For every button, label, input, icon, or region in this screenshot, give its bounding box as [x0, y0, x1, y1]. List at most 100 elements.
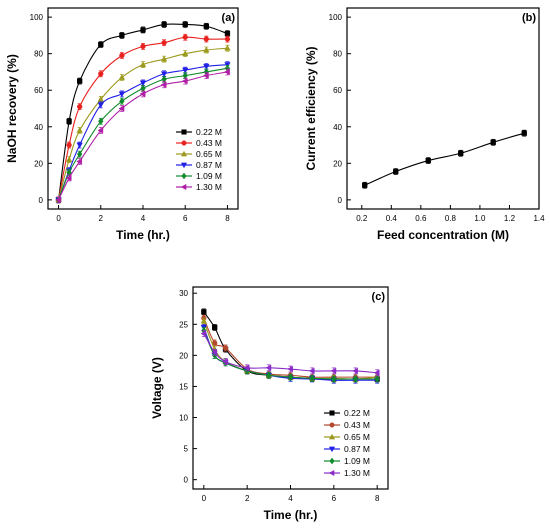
- series-line: [58, 67, 228, 201]
- data-point: [139, 61, 147, 68]
- data-point: [331, 375, 337, 383]
- data-point: [352, 375, 359, 383]
- data-point: [119, 97, 125, 105]
- series-1-30-M: [200, 330, 380, 377]
- data-point: [98, 71, 104, 77]
- legend-label: 0.87 M: [196, 160, 222, 170]
- data-point: [161, 21, 167, 28]
- series-line: [364, 132, 525, 186]
- legend-label: 0.87 M: [344, 444, 370, 454]
- data-point: [203, 23, 209, 29]
- data-point: [160, 81, 167, 88]
- data-point: [66, 142, 72, 148]
- legend-label: 0.65 M: [344, 432, 370, 442]
- legend-marker: [181, 172, 187, 180]
- legend-marker: [328, 446, 336, 453]
- data-point: [458, 150, 464, 156]
- data-point: [76, 127, 83, 133]
- y-tick-label: 0: [39, 196, 44, 205]
- y-tick-label: 60: [333, 86, 342, 95]
- data-point: [182, 67, 189, 74]
- data-point: [352, 367, 358, 375]
- data-point: [161, 40, 167, 46]
- data-point: [203, 64, 210, 70]
- data-point: [118, 91, 126, 98]
- legend-label: 1.09 M: [344, 456, 370, 466]
- y-tick-label: 25: [179, 320, 188, 329]
- data-point: [181, 77, 188, 85]
- data-point: [200, 317, 208, 324]
- series-0-43-M: [55, 33, 231, 204]
- series-line: [58, 71, 228, 201]
- data-point: [97, 127, 104, 134]
- panel-label: (c): [372, 291, 386, 303]
- data-point: [287, 373, 294, 381]
- data-point: [224, 30, 231, 37]
- data-point: [119, 52, 125, 59]
- plot-frame: [346, 7, 540, 210]
- data-point: [139, 80, 147, 87]
- data-point: [77, 104, 83, 110]
- data-point: [140, 27, 146, 33]
- y-tick-label: 80: [34, 50, 43, 59]
- data-point: [98, 41, 104, 48]
- chart-panel-b: 0.2 0.4 0.6 0.8 1.0 1.2 1.4 0 20 40 60 80 100 Feed co…: [304, 7, 545, 242]
- data-point: [97, 102, 104, 109]
- x-tick-label: 4: [288, 494, 293, 503]
- data-point: [266, 371, 272, 379]
- legend-marker: [181, 129, 187, 135]
- legend-marker: [329, 410, 335, 416]
- y-axis-label: Voltage (V): [150, 357, 164, 419]
- x-axis-label: Time (hr.): [116, 228, 170, 242]
- x-tick-label: 6: [183, 214, 188, 223]
- data-point: [55, 196, 61, 204]
- series-line: [58, 47, 228, 200]
- data-point: [119, 32, 125, 39]
- data-point: [182, 34, 188, 40]
- x-tick-label: 0.8: [445, 214, 457, 223]
- data-point: [393, 168, 399, 175]
- data-point: [211, 349, 218, 356]
- y-tick-label: 20: [179, 351, 188, 360]
- panel-label: (a): [222, 12, 236, 24]
- data-point: [77, 78, 83, 84]
- data-point: [224, 36, 231, 42]
- x-tick-label: 0.2: [356, 214, 368, 223]
- legend-marker: [181, 140, 187, 146]
- panel-label: (b): [522, 12, 536, 24]
- x-tick-label: 1.4: [533, 214, 545, 223]
- data-point: [212, 324, 218, 331]
- data-point: [425, 157, 431, 164]
- data-point: [66, 118, 72, 124]
- x-tick-label: 2: [245, 494, 250, 503]
- legend-label: 1.30 M: [344, 468, 370, 478]
- series-line: [203, 317, 378, 378]
- y-axis-label: Current efficiency (%): [304, 46, 318, 170]
- data-point: [490, 139, 496, 145]
- legend-marker: [329, 457, 335, 465]
- x-tick-label: 4: [141, 214, 146, 223]
- data-point: [140, 43, 146, 50]
- series-0: [362, 129, 527, 189]
- data-point: [76, 158, 83, 165]
- data-point: [374, 375, 380, 383]
- legend-label: 0.43 M: [196, 138, 222, 148]
- y-tick-label: 20: [34, 159, 43, 168]
- data-point: [287, 365, 293, 373]
- series-line: [203, 330, 378, 380]
- x-tick-label: 6: [332, 494, 337, 503]
- x-tick-label: 8: [375, 494, 380, 503]
- legend-marker: [180, 150, 188, 157]
- x-tick-label: 0.6: [415, 214, 427, 223]
- y-tick-label: 0: [184, 476, 189, 485]
- y-tick-label: 30: [179, 289, 188, 298]
- legend-label: 0.22 M: [196, 127, 222, 137]
- y-tick-label: 20: [333, 159, 342, 168]
- x-tick-label: 8: [225, 214, 230, 223]
- data-point: [243, 364, 250, 371]
- data-point: [224, 68, 230, 76]
- data-point: [308, 367, 315, 375]
- y-tick-label: 40: [34, 123, 43, 132]
- data-point: [521, 130, 527, 136]
